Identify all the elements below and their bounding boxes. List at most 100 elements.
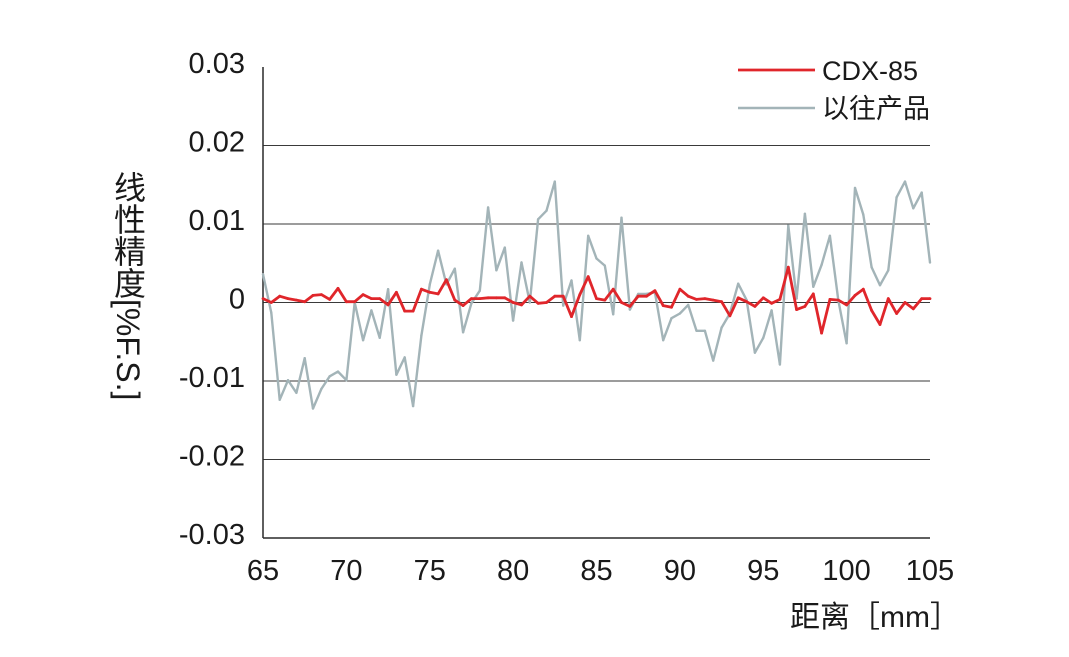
legend: CDX-85 以往产品 [738,56,930,124]
data-point [678,287,682,291]
data-point [520,303,523,307]
data-point [628,308,632,311]
data-point [386,303,390,307]
data-point [736,296,740,300]
data-point [495,269,498,272]
data-point [595,257,598,260]
data-point [503,296,507,300]
data-point [678,312,682,315]
data-point [311,407,315,410]
data-point [278,398,281,401]
data-point [636,294,640,298]
legend-label-cdx-85: CDX-85 [822,56,918,86]
data-point [762,336,765,339]
data-point [778,298,782,301]
data-point [820,331,823,335]
data-point [911,307,915,311]
data-point [320,293,323,296]
data-point [895,312,898,315]
data-point [853,294,857,297]
data-point [445,278,448,282]
data-point [561,294,565,298]
data-point [478,297,482,300]
x-tick-labels: 65 70 75 80 85 90 95 100 105 [247,555,954,587]
data-point [670,305,673,309]
data-point [612,313,615,316]
data-point [361,293,365,296]
x-tick-label: 75 [414,555,446,587]
data-point [845,342,848,345]
data-point [269,301,273,304]
data-point [311,294,315,297]
data-point [470,297,473,300]
data-point [411,404,415,408]
data-point [670,317,673,320]
y-axis-title: 线性精度[%F.S.] [110,171,146,401]
data-point [845,303,848,307]
data-point [528,294,532,298]
x-tick-label: 105 [906,555,954,587]
data-point [878,323,882,326]
data-point [570,279,573,282]
x-tick-label: 95 [747,555,779,587]
data-point [578,293,582,296]
data-point [353,300,357,304]
data-point [495,296,498,300]
x-tick-label: 100 [822,555,870,587]
data-point [870,309,873,312]
data-point [286,379,290,382]
data-point [428,283,431,286]
y-tick-label: 0.02 [189,127,245,159]
data-point [920,191,923,194]
data-point [712,359,715,362]
data-point [270,311,273,314]
data-point [461,331,465,334]
data-point [853,186,857,190]
legend-item-previous-product: 以往产品 [738,94,930,124]
data-point [720,300,723,304]
data-point [795,297,798,300]
y-tick-label: 0.03 [189,48,245,80]
data-point [570,315,573,318]
data-point [645,294,648,298]
data-point [620,301,623,304]
data-point [803,305,807,308]
x-axis-title: 距离［mm］ [790,601,960,634]
data-point [411,309,415,313]
data-point [403,356,406,359]
data-point [628,305,632,308]
y-tick-label: -0.02 [179,441,245,473]
data-point [553,180,556,183]
data-point [603,264,606,267]
data-point [870,266,873,269]
legend-item-cdx-85: CDX-85 [738,56,918,86]
data-point [861,287,865,291]
data-point [528,301,531,304]
data-point [695,329,698,332]
data-point [453,267,456,270]
data-point [261,297,265,300]
data-point [828,298,832,301]
y-tick-labels: 0.03 0.02 0.01 0 -0.01 -0.02 -0.03 [179,48,245,551]
data-point [687,303,690,307]
data-point [361,339,365,342]
data-point [803,212,807,215]
data-point [761,296,765,300]
data-point [578,339,581,342]
data-point [345,379,348,382]
data-point [686,294,690,298]
data-point [545,301,548,304]
data-point [836,298,840,302]
data-point [812,285,815,288]
data-point [511,319,515,322]
data-point [787,224,790,227]
data-point [920,297,924,300]
y-tick-label: 0.01 [189,205,245,237]
data-point [303,300,307,304]
data-point [486,296,490,300]
data-point [928,297,932,300]
x-tick-label: 80 [497,555,529,587]
data-point [386,288,390,291]
data-point [536,218,540,221]
